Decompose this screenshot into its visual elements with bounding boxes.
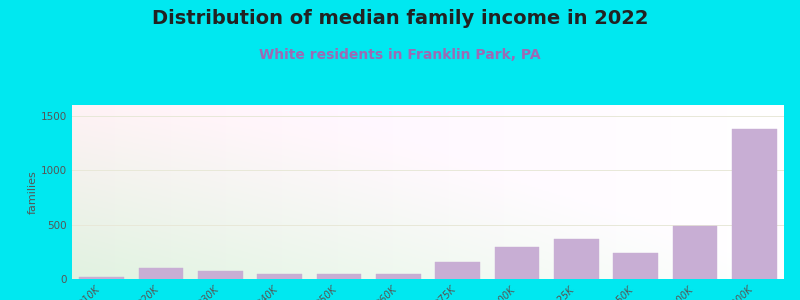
Bar bbox=[317, 274, 362, 279]
Bar bbox=[554, 239, 598, 279]
Y-axis label: families: families bbox=[28, 170, 38, 214]
Bar bbox=[732, 129, 777, 279]
Bar bbox=[494, 248, 539, 279]
Bar bbox=[435, 262, 480, 279]
Bar bbox=[258, 274, 302, 279]
Bar bbox=[376, 274, 421, 279]
Text: Distribution of median family income in 2022: Distribution of median family income in … bbox=[152, 9, 648, 28]
Bar bbox=[614, 253, 658, 279]
Bar bbox=[138, 268, 183, 279]
Text: White residents in Franklin Park, PA: White residents in Franklin Park, PA bbox=[259, 48, 541, 62]
Bar bbox=[79, 278, 124, 279]
Bar bbox=[673, 226, 718, 279]
Bar bbox=[198, 272, 242, 279]
